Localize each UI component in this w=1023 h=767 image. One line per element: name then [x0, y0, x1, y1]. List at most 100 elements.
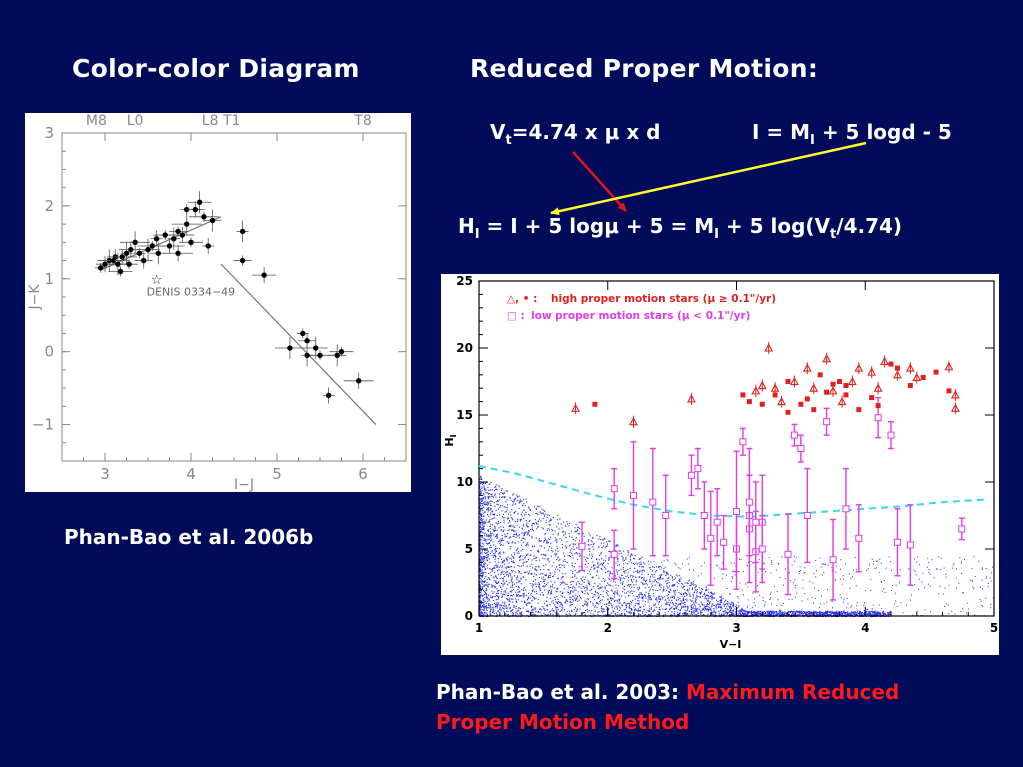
field-star: [482, 603, 484, 605]
field-star: [669, 592, 671, 594]
field-star: [483, 584, 485, 586]
field-star: [706, 598, 708, 600]
field-star: [490, 552, 492, 554]
field-star: [496, 582, 499, 585]
field-star: [578, 527, 580, 529]
field-star: [531, 609, 533, 611]
field-star: [493, 612, 495, 615]
field-star: [952, 564, 954, 566]
field-star: [610, 589, 612, 591]
field-star: [479, 608, 481, 610]
field-star: [661, 574, 663, 576]
field-star: [559, 610, 561, 612]
field-star: [575, 537, 577, 539]
field-star: [625, 614, 627, 616]
field-star: [650, 597, 652, 599]
field-star: [542, 594, 544, 596]
field-star: [776, 610, 778, 613]
field-star: [480, 592, 482, 594]
field-star: [855, 585, 857, 587]
field-star: [692, 611, 694, 613]
field-star: [535, 508, 538, 510]
field-star: [852, 612, 854, 614]
field-star: [551, 547, 553, 549]
field-star: [479, 564, 481, 567]
field-star: [577, 580, 579, 583]
field-star: [590, 557, 592, 559]
field-star: [596, 558, 598, 560]
field-star: [889, 610, 891, 612]
field-star: [927, 583, 929, 585]
field-star: [666, 583, 668, 585]
field-star: [503, 591, 505, 593]
field-star: [770, 614, 772, 616]
field-star: [697, 596, 699, 598]
field-star: [491, 567, 494, 569]
field-star: [483, 589, 485, 591]
field-star: [751, 612, 753, 614]
field-star: [834, 613, 836, 615]
annotation-label: DENIS 0334−49: [147, 286, 236, 299]
field-star: [857, 612, 859, 615]
field-star: [724, 604, 726, 606]
field-star: [550, 572, 552, 574]
field-star: [520, 513, 522, 515]
field-star: [818, 611, 820, 613]
field-star: [518, 587, 520, 589]
field-star: [694, 605, 696, 607]
field-star: [484, 511, 486, 513]
field-star: [795, 610, 797, 613]
field-star: [498, 596, 500, 598]
field-star: [687, 590, 689, 592]
field-star: [682, 605, 684, 607]
field-star: [847, 611, 849, 613]
field-star: [479, 510, 481, 512]
field-star: [714, 611, 716, 613]
field-star: [731, 610, 733, 612]
field-star: [609, 570, 611, 573]
field-star: [479, 543, 481, 545]
field-star: [503, 492, 505, 494]
field-star: [780, 610, 782, 612]
field-star: [491, 518, 493, 520]
field-star: [584, 542, 586, 544]
field-star: [502, 539, 504, 541]
field-star: [482, 566, 484, 568]
field-star: [479, 560, 481, 562]
field-star: [495, 484, 497, 486]
field-star: [482, 525, 484, 527]
field-star: [712, 597, 714, 599]
field-star: [741, 613, 743, 615]
field-star: [593, 596, 595, 598]
field-star: [646, 584, 648, 586]
field-star: [495, 594, 498, 596]
field-star: [551, 530, 554, 532]
field-star: [577, 529, 579, 531]
field-star: [643, 578, 645, 581]
field-star: [503, 521, 505, 523]
field-star: [644, 594, 646, 596]
field-star: [557, 550, 559, 552]
field-star: [518, 609, 520, 611]
field-star: [844, 613, 846, 615]
field-star: [549, 524, 551, 526]
field-star: [497, 504, 499, 506]
field-star: [846, 612, 848, 614]
field-star: [595, 591, 597, 593]
x-tick-label: 5: [990, 621, 998, 635]
field-star: [495, 576, 497, 578]
field-star: [482, 573, 484, 575]
field-star: [720, 597, 722, 599]
field-star: [526, 554, 528, 557]
field-star: [494, 596, 496, 598]
field-star: [623, 571, 625, 573]
field-star: [664, 612, 666, 614]
field-star: [638, 609, 640, 612]
field-star: [636, 563, 639, 565]
field-star: [539, 587, 541, 589]
field-star: [659, 598, 661, 600]
field-star: [488, 489, 490, 491]
field-star: [483, 515, 485, 517]
field-star: [481, 514, 483, 516]
field-star: [666, 601, 668, 603]
